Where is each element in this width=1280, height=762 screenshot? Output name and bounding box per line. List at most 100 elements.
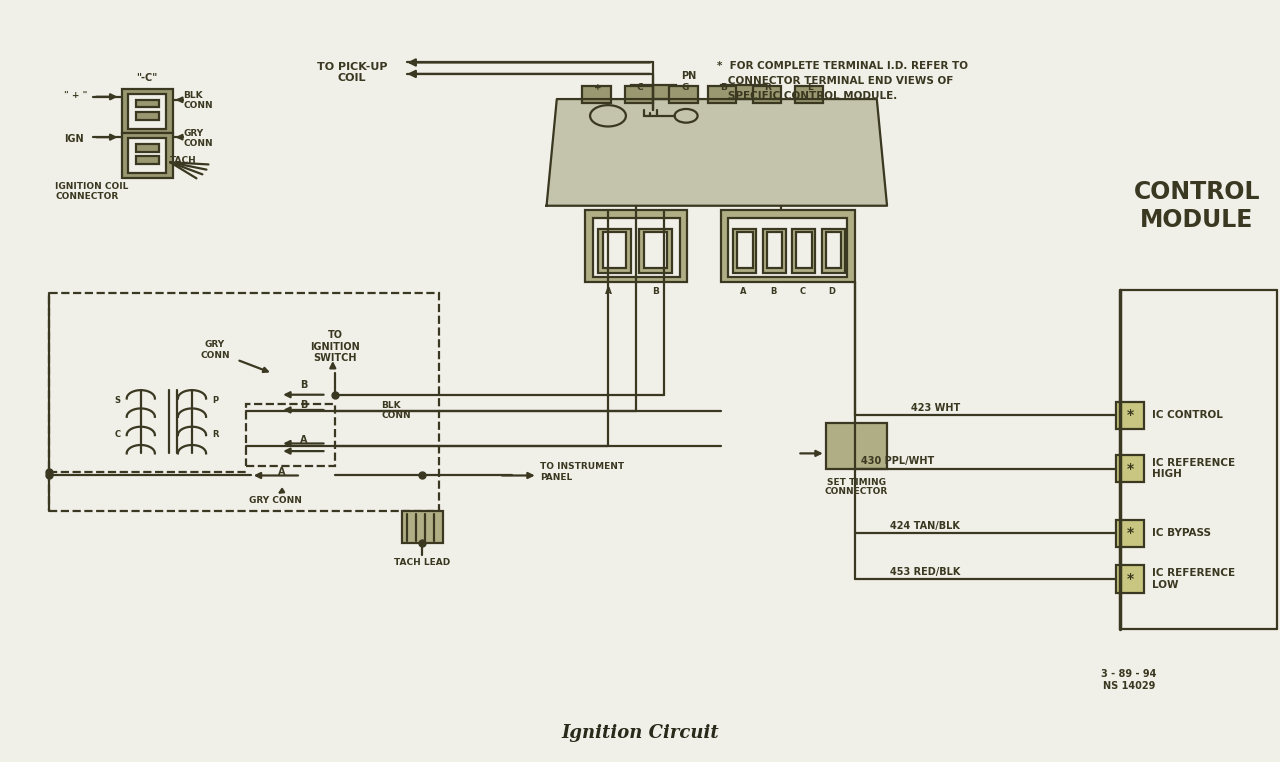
- Text: Ignition Circuit: Ignition Circuit: [561, 724, 719, 742]
- Bar: [721, 210, 855, 282]
- Text: TO: TO: [328, 330, 343, 341]
- Text: E: E: [808, 83, 813, 92]
- Text: *: *: [1126, 408, 1134, 422]
- Text: 453 RED/BLK: 453 RED/BLK: [890, 566, 960, 577]
- Text: A: A: [300, 434, 307, 445]
- Text: TACH: TACH: [170, 155, 197, 165]
- Text: CONN: CONN: [183, 139, 212, 148]
- Text: NS 14029: NS 14029: [1103, 680, 1155, 691]
- Text: A: A: [604, 287, 612, 296]
- Bar: [582, 86, 611, 103]
- Text: R: R: [211, 430, 219, 439]
- Text: IGNITION: IGNITION: [311, 341, 360, 352]
- Text: CONNECTOR: CONNECTOR: [824, 487, 888, 496]
- Text: IGN: IGN: [64, 133, 83, 144]
- Text: IC REFERENCE
LOW: IC REFERENCE LOW: [1152, 568, 1235, 590]
- Bar: [737, 232, 753, 268]
- Bar: [822, 229, 845, 273]
- Bar: [246, 404, 335, 466]
- Text: C: C: [800, 287, 805, 296]
- Text: BLK: BLK: [183, 91, 202, 100]
- Polygon shape: [547, 99, 887, 206]
- Text: 3 - 89 - 94: 3 - 89 - 94: [1101, 669, 1157, 680]
- Text: B: B: [300, 379, 307, 390]
- Text: B: B: [719, 83, 727, 92]
- Text: 423 WHT: 423 WHT: [911, 402, 960, 413]
- Text: G: G: [681, 83, 689, 92]
- Bar: [593, 218, 680, 277]
- Bar: [753, 86, 781, 103]
- Bar: [792, 229, 815, 273]
- Text: PN: PN: [681, 71, 696, 82]
- Text: COIL: COIL: [338, 73, 366, 84]
- Text: P: P: [212, 395, 218, 405]
- Bar: [1116, 402, 1144, 429]
- Bar: [728, 218, 847, 277]
- Text: " + ": " + ": [64, 91, 87, 100]
- Bar: [796, 232, 812, 268]
- Text: IGNITION COIL: IGNITION COIL: [55, 182, 128, 191]
- Bar: [639, 229, 672, 273]
- Text: A: A: [278, 467, 285, 478]
- Text: CONNECTOR: CONNECTOR: [55, 192, 118, 201]
- Text: IC REFERENCE
HIGH: IC REFERENCE HIGH: [1152, 458, 1235, 479]
- Text: TO PICK-UP: TO PICK-UP: [316, 62, 388, 72]
- Text: IC BYPASS: IC BYPASS: [1152, 528, 1211, 539]
- Text: B: B: [652, 287, 659, 296]
- Text: CONN: CONN: [200, 351, 230, 360]
- Text: 424 TAN/BLK: 424 TAN/BLK: [890, 520, 960, 531]
- Text: +: +: [594, 83, 602, 92]
- Text: GRY CONN: GRY CONN: [248, 496, 302, 505]
- Text: TACH LEAD: TACH LEAD: [394, 558, 451, 567]
- Bar: [826, 423, 887, 469]
- Text: TO INSTRUMENT: TO INSTRUMENT: [540, 462, 625, 471]
- Bar: [603, 232, 626, 268]
- Bar: [136, 100, 159, 107]
- Text: CONN: CONN: [381, 411, 411, 420]
- Bar: [1116, 520, 1144, 547]
- Text: 430 PPL/WHT: 430 PPL/WHT: [861, 456, 934, 466]
- Text: R: R: [764, 83, 772, 92]
- Bar: [631, 85, 676, 99]
- Bar: [136, 112, 159, 120]
- Bar: [128, 138, 166, 173]
- Text: PANEL: PANEL: [540, 473, 572, 482]
- Bar: [136, 156, 159, 164]
- Text: *: *: [1126, 527, 1134, 540]
- Bar: [49, 293, 439, 511]
- Text: IC CONTROL: IC CONTROL: [1152, 410, 1222, 421]
- Text: A: A: [740, 287, 748, 296]
- Bar: [795, 86, 823, 103]
- Bar: [136, 144, 159, 152]
- Bar: [721, 85, 765, 99]
- Text: CONTROL
MODULE: CONTROL MODULE: [1134, 180, 1260, 232]
- Bar: [763, 229, 786, 273]
- Bar: [708, 86, 736, 103]
- Bar: [733, 229, 756, 273]
- Text: BLK: BLK: [381, 401, 401, 410]
- Bar: [402, 511, 443, 543]
- Text: B: B: [771, 287, 776, 296]
- Bar: [644, 232, 667, 268]
- Text: GRY: GRY: [183, 129, 204, 138]
- Text: B: B: [300, 400, 307, 411]
- Bar: [625, 86, 653, 103]
- Text: *: *: [1126, 572, 1134, 586]
- Text: S: S: [115, 395, 120, 405]
- Text: C: C: [636, 83, 644, 92]
- Bar: [767, 232, 782, 268]
- Bar: [122, 133, 173, 178]
- Bar: [585, 210, 687, 282]
- Text: *  FOR COMPLETE TERMINAL I.D. REFER TO
   CONNECTOR TERMINAL END VIEWS OF
   SPE: * FOR COMPLETE TERMINAL I.D. REFER TO CO…: [717, 61, 968, 101]
- Bar: [669, 86, 698, 103]
- Bar: [1116, 565, 1144, 593]
- Bar: [128, 94, 166, 129]
- Text: SET TIMING: SET TIMING: [827, 478, 886, 487]
- Text: "-C": "-C": [137, 73, 157, 84]
- Text: C: C: [115, 430, 120, 439]
- Text: CONN: CONN: [183, 101, 212, 110]
- Text: *: *: [1126, 462, 1134, 475]
- Bar: [826, 232, 841, 268]
- Text: GRY: GRY: [205, 340, 225, 349]
- Bar: [122, 89, 173, 133]
